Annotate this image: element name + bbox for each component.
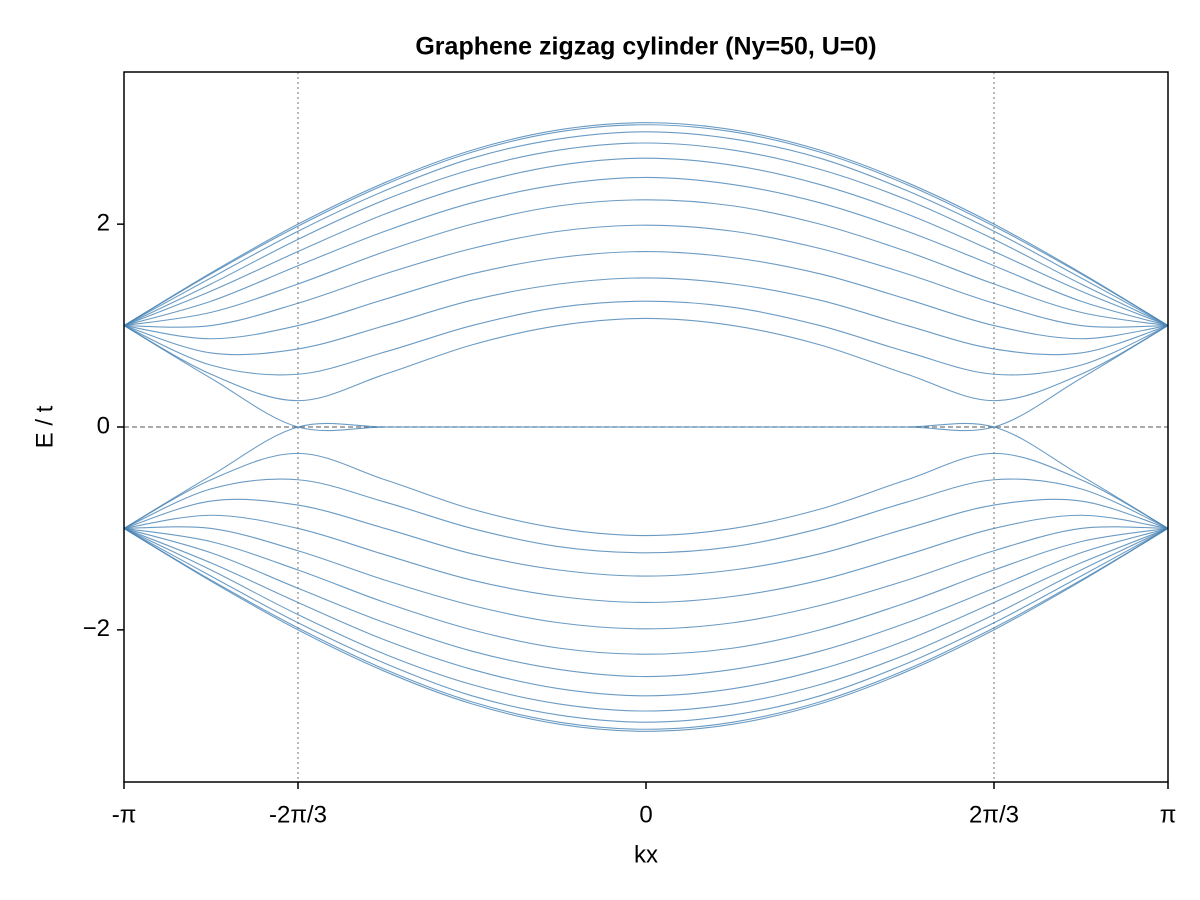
x-tick-label: 0 [639,801,652,828]
band-line [123,317,1169,402]
band-line [123,526,1169,630]
band-line [123,277,1169,356]
band-line [123,527,1169,732]
band-line [123,527,1169,723]
y-tick-label: 0 [97,412,110,439]
x-tick-label: 2π/3 [969,801,1019,828]
band-line [123,325,1169,432]
band-line [123,527,1169,678]
band-line [123,124,1169,327]
y-axis-label: E / t [31,405,58,448]
band-line [123,478,1169,554]
band-line [123,250,1169,340]
band-line [123,131,1169,327]
band-line [123,527,1169,655]
band-line [123,452,1169,537]
y-tick-label: −2 [83,615,110,642]
band-line [123,514,1169,604]
band-line [123,498,1169,577]
band-line [123,527,1169,730]
band-line [123,224,1169,328]
band-line [123,300,1169,376]
band-line [123,142,1169,327]
x-tick-label: π [1160,801,1177,828]
x-axis-label: kx [634,841,658,868]
band-line [123,422,1169,529]
band-line [123,199,1169,327]
band-line [123,527,1169,697]
band-line [123,122,1169,327]
x-tick-label: -2π/3 [269,801,327,828]
band-line [123,157,1169,327]
chart-title: Graphene zigzag cylinder (Ny=50, U=0) [415,33,876,61]
y-tick-label: 2 [97,209,110,236]
x-tick-label: -π [112,801,137,828]
band-line [123,176,1169,327]
band-line [123,527,1169,712]
